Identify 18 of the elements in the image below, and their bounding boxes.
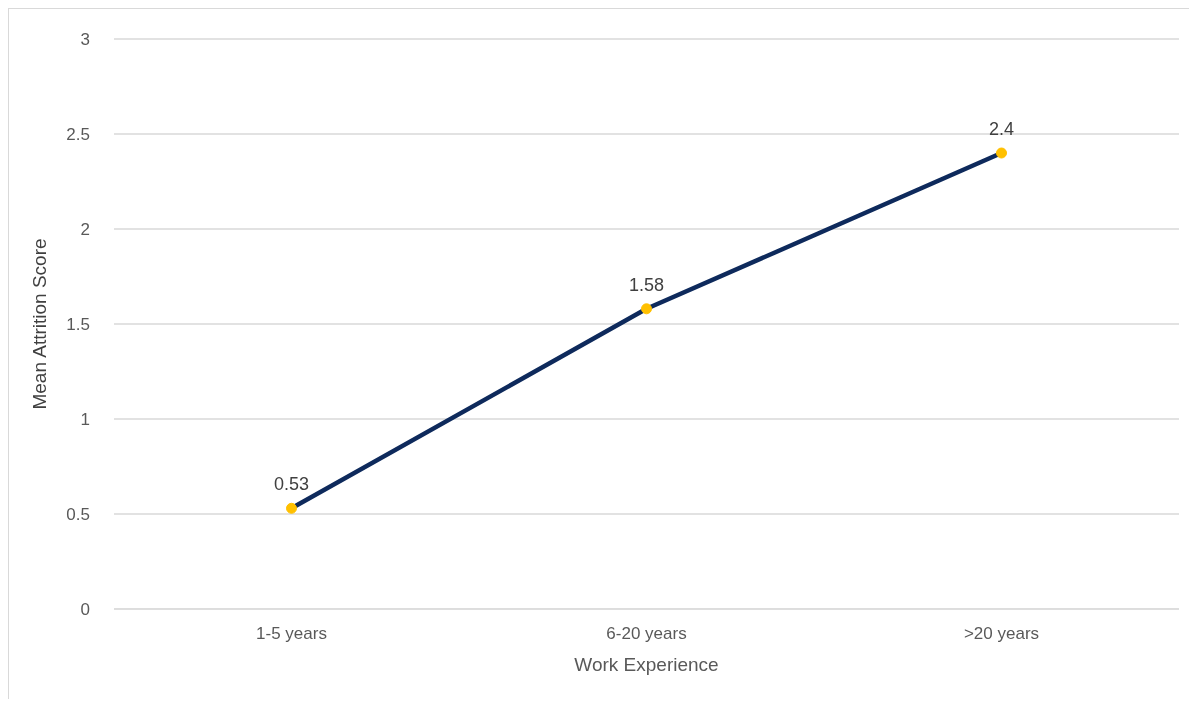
data-label: 2.4: [988, 119, 1015, 139]
data-label: 0.53: [273, 474, 310, 495]
x-tick-label: >20 years: [963, 624, 1040, 644]
y-tick-label: 0: [80, 600, 90, 620]
x-tick-label: 6-20 years: [606, 624, 687, 644]
point: [641, 303, 652, 315]
point: [996, 147, 1007, 159]
x-tick-label: 1-5 years: [256, 624, 327, 644]
y-tick-label: 1.5: [66, 315, 90, 335]
y-tick-label: 3: [80, 30, 90, 50]
y-axis-title: Mean Attrition Score: [28, 238, 50, 410]
y-tick-label: 2.5: [66, 125, 90, 145]
x-axis-title: Work Experience: [574, 654, 719, 675]
y-tick-label: 1: [80, 410, 90, 430]
point: [286, 502, 297, 514]
y-tick-label: 2: [80, 220, 90, 240]
data-label: 1.58: [628, 274, 665, 295]
y-tick-label: 0.5: [66, 505, 90, 525]
